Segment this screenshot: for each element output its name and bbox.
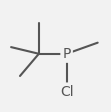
Text: Cl: Cl [60,85,73,99]
Text: P: P [62,47,71,61]
